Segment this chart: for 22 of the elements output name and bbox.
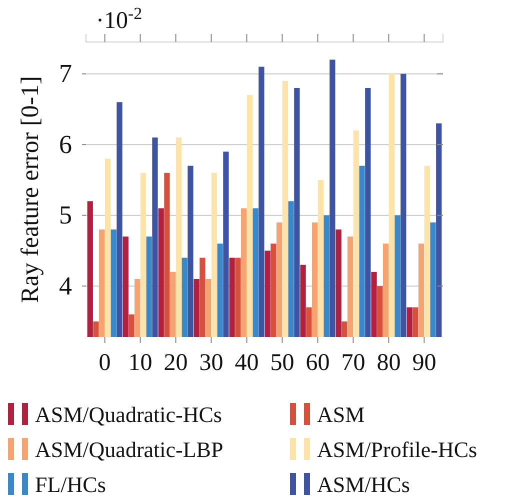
x-tick-label: 90: [412, 350, 436, 376]
legend-label: FL/HCs: [35, 472, 106, 497]
y-tick-label: 6: [59, 130, 72, 159]
legend-label: ASM: [317, 402, 365, 427]
text: ·10$^{-2}$: [96, 4, 142, 34]
legend-label: ASM/HCs: [317, 472, 410, 497]
x-tick-label: 20: [164, 350, 188, 376]
x-tick-label: 80: [376, 350, 401, 376]
x-tick-label: 40: [234, 350, 259, 376]
legend-label: ASM/Profile-HCs: [317, 437, 478, 462]
y-tick-label: 7: [59, 59, 72, 88]
x-tick-label: 70: [341, 350, 366, 376]
legend-label: ASM/Quadratic-HCs: [35, 402, 222, 427]
legend-label: ASM/Quadratic-LBP: [35, 437, 224, 462]
x-tick-label: 50: [270, 350, 294, 376]
x-tick-label: 0: [98, 350, 111, 376]
x-tick-label: 10: [128, 350, 152, 376]
y-tick-label: 5: [59, 200, 72, 230]
x-tick-label: 60: [306, 350, 330, 376]
x-tick-label: 30: [199, 350, 224, 376]
y-tick-label: 4: [59, 271, 72, 300]
y-axis-title: Ray feature error [0-1]: [17, 76, 44, 303]
